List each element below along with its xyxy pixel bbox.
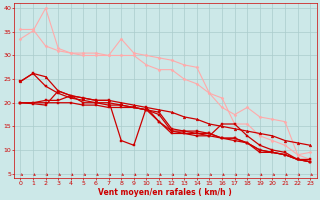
X-axis label: Vent moyen/en rafales ( km/h ): Vent moyen/en rafales ( km/h ): [99, 188, 232, 197]
